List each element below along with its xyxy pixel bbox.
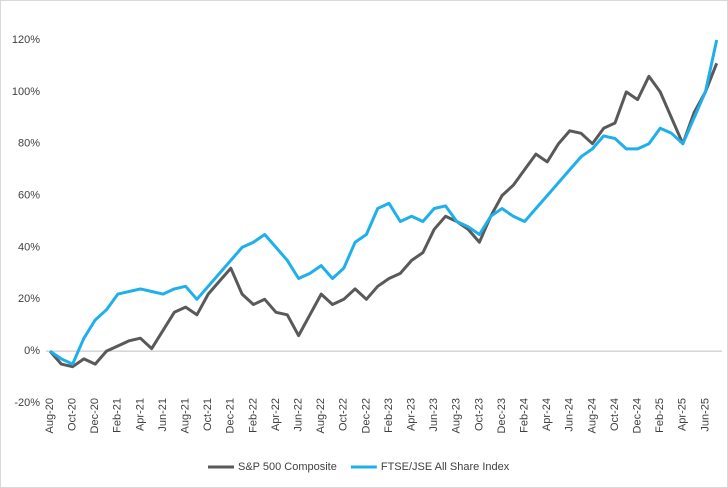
x-tick-label: Apr-23 (406, 398, 418, 431)
x-tick-label: Jun-21 (157, 398, 169, 432)
x-tick-label: Feb-21 (112, 398, 124, 433)
x-tick-label: Dec-21 (225, 398, 237, 433)
x-tick-label: Aug-23 (451, 398, 463, 433)
x-tick-label: Jun-23 (428, 398, 440, 432)
x-tick-label: Dec-24 (632, 398, 644, 433)
y-tick-label: 0% (24, 345, 40, 357)
y-tick-label: 80% (18, 138, 40, 150)
x-tick-label: Apr-25 (677, 398, 689, 431)
x-tick-label: Aug-20 (44, 398, 56, 433)
line-series (49, 39, 719, 366)
x-tick-label: Apr-22 (270, 398, 282, 431)
x-tick-label: Oct-24 (609, 398, 621, 431)
x-tick-label: Aug-24 (586, 398, 598, 433)
y-tick-label: 120% (12, 34, 40, 46)
line-series (48, 62, 719, 369)
x-tick-label: Oct-20 (67, 398, 79, 431)
y-tick-label: 100% (12, 86, 40, 98)
x-tick-label: Oct-22 (338, 398, 350, 431)
x-tick-label: Dec-23 (496, 398, 508, 433)
x-tick-label: Aug-21 (180, 398, 192, 433)
x-tick-label: Aug-22 (315, 398, 327, 433)
x-tick-label: Apr-24 (541, 398, 553, 431)
x-tick-label: Dec-22 (360, 398, 372, 433)
x-tick-label: Feb-22 (247, 398, 259, 433)
x-tick-label: Apr-21 (134, 398, 146, 431)
x-tick-label: Feb-24 (519, 398, 531, 433)
x-tick-label: Jun-24 (564, 398, 576, 432)
x-tick-label: Oct-23 (473, 398, 485, 431)
x-tick-label: Oct-21 (202, 398, 214, 431)
x-tick-label: Jun-25 (699, 398, 711, 432)
legend-label: FTSE/JSE All Share Index (381, 461, 510, 473)
x-tick-label: Feb-23 (383, 398, 395, 433)
x-tick-label: Jun-22 (293, 398, 305, 432)
y-tick-label: 60% (18, 189, 40, 201)
x-tick-label: Dec-20 (89, 398, 101, 433)
y-tick-label: 20% (18, 293, 40, 305)
legend-label: S&P 500 Composite (238, 461, 337, 473)
x-tick-label: Feb-25 (654, 398, 666, 433)
y-tick-label: -20% (14, 397, 40, 409)
y-tick-label: 40% (18, 241, 40, 253)
